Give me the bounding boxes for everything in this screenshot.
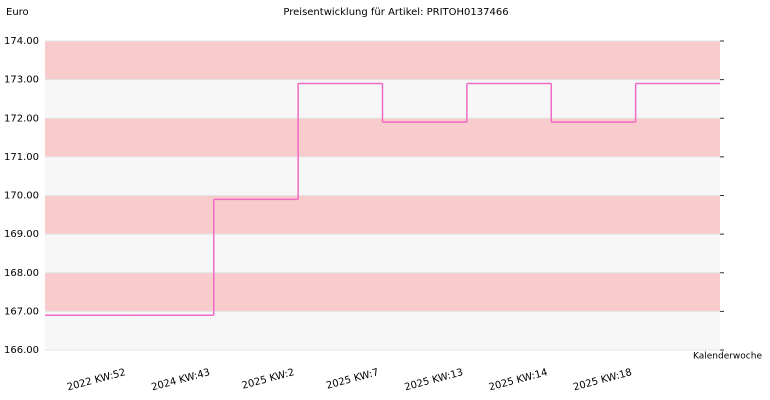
x-tick-label: 2025 KW:14: [488, 367, 549, 393]
x-tick-label: 2022 KW:52: [66, 367, 127, 393]
band: [45, 118, 720, 157]
band: [45, 41, 720, 80]
y-tick-label: 169.00: [4, 229, 39, 240]
x-tick-label: 2025 KW:7: [325, 367, 380, 392]
band: [45, 156, 720, 196]
y-tick-label: 168.00: [4, 268, 39, 279]
x-tick-label: 2025 KW:13: [403, 367, 464, 393]
y-tick-label: 171.00: [4, 152, 39, 163]
y-tick-label: 166.00: [4, 345, 39, 356]
x-tick-label: 2024 KW:43: [150, 367, 211, 393]
band: [45, 195, 720, 235]
y-axis-label: Euro: [6, 7, 29, 18]
x-tick-label: 2025 KW:2: [241, 367, 296, 392]
y-tick-label: 172.00: [4, 113, 39, 124]
band: [45, 311, 720, 350]
y-tick-label: 170.00: [4, 191, 39, 202]
y-tick-label: 174.00: [4, 36, 39, 47]
y-tick-label: 173.00: [4, 75, 39, 86]
chart-title: Preisentwicklung für Artikel: PRITOH0137…: [283, 7, 508, 18]
band: [45, 272, 720, 312]
x-axis-label: Kalenderwoche: [693, 352, 762, 362]
band: [45, 234, 720, 273]
y-tick-label: 167.00: [4, 306, 39, 317]
x-tick-label: 2025 KW:18: [572, 367, 633, 393]
